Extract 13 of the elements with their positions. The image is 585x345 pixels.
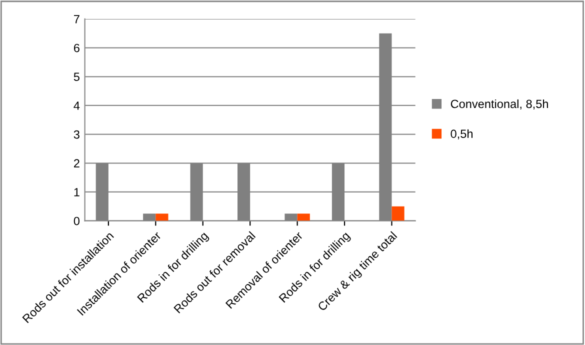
y-tick-label: 1 xyxy=(74,188,80,196)
y-tick-label: 3 xyxy=(74,130,80,139)
y-tick-label: 0 xyxy=(74,216,80,226)
legend-label: 0,5h xyxy=(450,129,473,140)
bar xyxy=(297,214,310,221)
bar xyxy=(392,206,404,221)
y-tick-label: 6 xyxy=(74,44,80,52)
y-tick-label: 2 xyxy=(74,159,80,168)
legend-label: Conventional, 8,5h xyxy=(450,99,548,110)
y-tick-label: 7 xyxy=(74,15,80,24)
bar xyxy=(156,214,168,221)
y-tick-label: 5 xyxy=(74,72,80,82)
y-tick-label: 4 xyxy=(74,102,80,110)
